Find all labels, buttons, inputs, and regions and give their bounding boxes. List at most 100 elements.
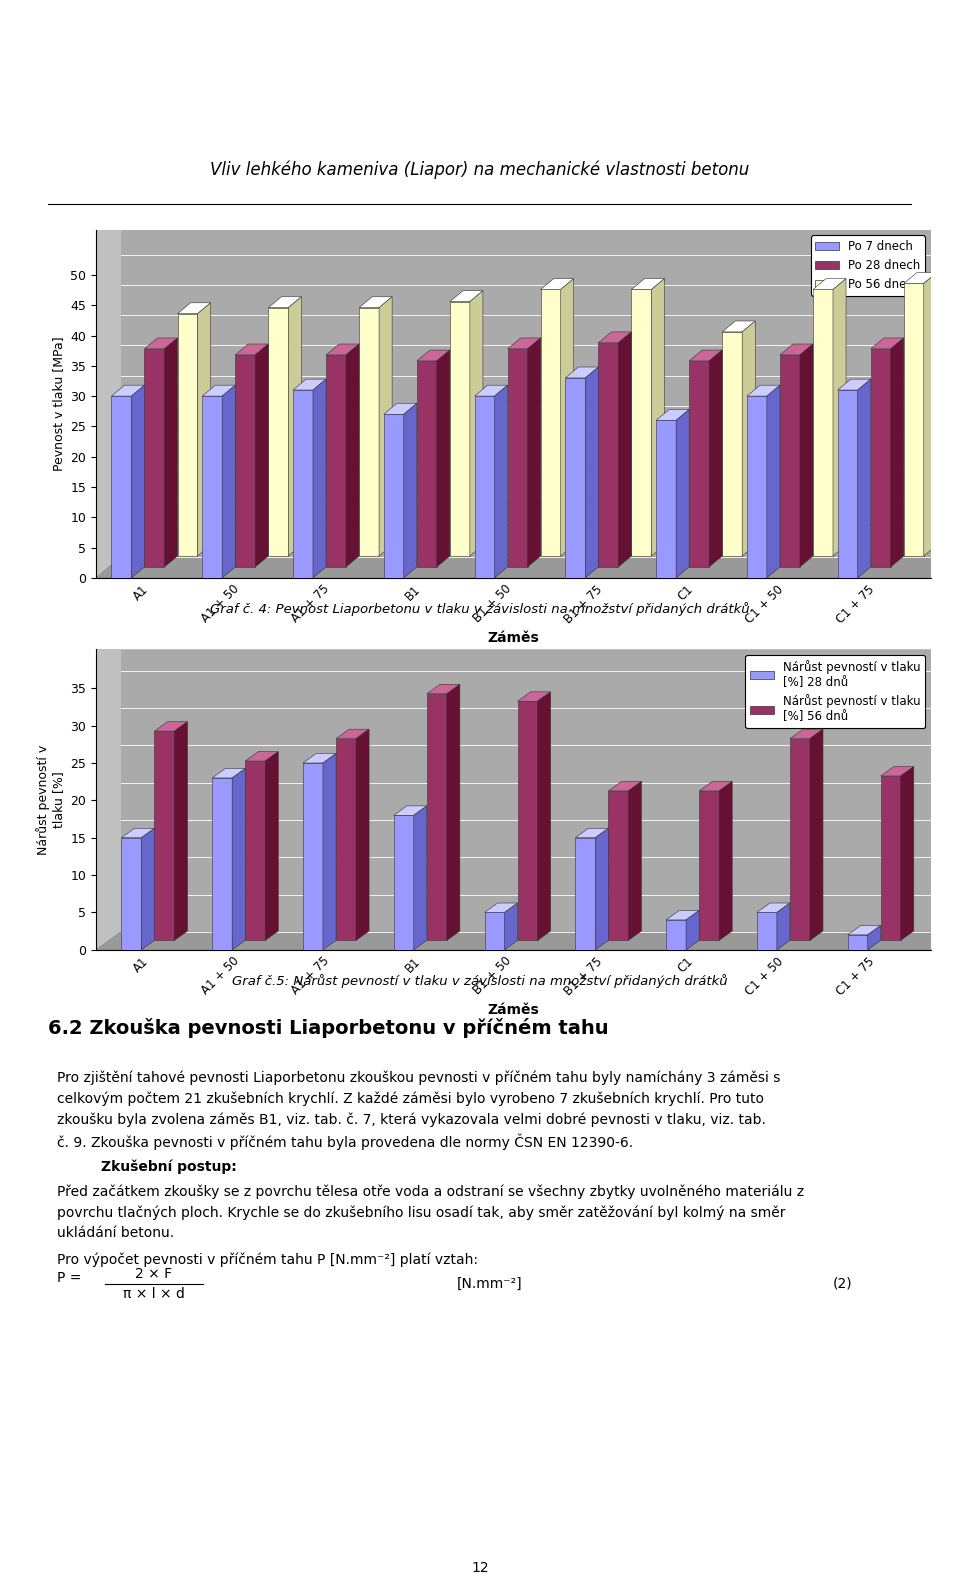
Polygon shape [780,344,813,355]
Polygon shape [303,754,336,763]
Bar [689,361,709,567]
Polygon shape [719,782,732,940]
Polygon shape [359,296,392,307]
Text: ukládání betonu.: ukládání betonu. [57,1227,174,1239]
Bar [575,837,595,950]
Bar [609,792,629,940]
Polygon shape [212,768,245,777]
Polygon shape [293,380,326,389]
Bar [303,763,323,950]
Bar [336,739,356,940]
Polygon shape [699,782,732,792]
Polygon shape [96,557,956,578]
Bar [722,332,742,556]
Bar [903,283,924,556]
Polygon shape [404,404,417,578]
Polygon shape [618,332,632,567]
Text: P =: P = [57,1271,82,1285]
Bar [666,920,686,950]
Polygon shape [450,291,483,302]
Polygon shape [203,385,235,396]
Text: 2 × F: 2 × F [135,1266,173,1281]
Polygon shape [561,279,574,556]
Bar [450,302,469,556]
Bar [155,731,175,940]
Text: 12: 12 [471,1561,489,1575]
Polygon shape [427,684,460,693]
Polygon shape [494,385,508,578]
Polygon shape [800,344,813,567]
Polygon shape [198,302,210,556]
Polygon shape [813,279,846,290]
Polygon shape [313,380,326,578]
Bar [178,313,198,556]
Bar [871,348,891,567]
Polygon shape [346,344,359,567]
Polygon shape [235,344,268,355]
Polygon shape [141,828,155,950]
Polygon shape [164,337,178,567]
Y-axis label: Nárůst pevností v
tlaku [%]: Nárůst pevností v tlaku [%] [36,744,65,855]
Polygon shape [652,279,664,556]
Polygon shape [222,385,235,578]
Bar [417,361,437,567]
Bar [540,290,561,556]
Bar [656,421,676,578]
Bar [565,378,586,578]
Polygon shape [756,902,790,912]
Polygon shape [767,385,780,578]
Text: [N.mm⁻²]: [N.mm⁻²] [457,1277,522,1290]
Polygon shape [540,279,574,290]
Polygon shape [777,902,790,950]
Polygon shape [336,730,369,739]
Legend: Nárůst pevností v tlaku
[%] 28 dnů, Nárůst pevností v tlaku
[%] 56 dnů: Nárůst pevností v tlaku [%] 28 dnů, Nárů… [745,655,925,728]
Polygon shape [903,272,937,283]
Polygon shape [538,692,551,940]
Text: (2): (2) [833,1277,852,1290]
Polygon shape [871,337,903,348]
Bar [427,693,446,940]
Bar [790,739,810,940]
Polygon shape [629,782,641,940]
Polygon shape [676,410,689,578]
Text: 6.2 Zkouška pevnosti Liaporbetonu v příčném tahu: 6.2 Zkouška pevnosti Liaporbetonu v příč… [48,1018,609,1038]
Polygon shape [517,692,551,701]
Bar [517,701,538,940]
Bar [632,290,652,556]
Text: Graf č. 4: Pevnost Liaporbetonu v tlaku v závislosti na množství přidaných drátk: Graf č. 4: Pevnost Liaporbetonu v tlaku … [210,603,750,616]
Text: Zkušební postup:: Zkušební postup: [101,1159,237,1175]
Polygon shape [508,337,540,348]
Polygon shape [175,722,187,940]
Bar [756,912,777,950]
Polygon shape [722,321,756,332]
Polygon shape [121,828,155,837]
Bar [111,396,132,578]
Bar [144,348,164,567]
Bar [121,837,141,950]
Text: Pro výpočet pevnosti v příčném tahu P [N.mm⁻²] platí vztah:: Pro výpočet pevnosti v příčném tahu P [N… [57,1252,478,1266]
Polygon shape [111,385,144,396]
Polygon shape [379,296,392,556]
Polygon shape [666,910,699,920]
Polygon shape [245,752,278,761]
Text: celkovým počtem 21 zkušebních krychlí. Z každé záměsi bylo vyrobeno 7 zkušebních: celkovým počtem 21 zkušebních krychlí. Z… [57,1092,764,1107]
Bar [359,307,379,556]
Polygon shape [326,344,359,355]
Polygon shape [575,828,609,837]
Polygon shape [880,766,914,776]
Bar [508,348,528,567]
Polygon shape [586,367,598,578]
Polygon shape [810,730,823,940]
Text: Před začátkem zkoušky se z povrchu tělesa otře voda a odstraní se všechny zbytky: Před začátkem zkoušky se z povrchu těles… [57,1184,804,1198]
Polygon shape [686,910,699,950]
Text: Graf č.5: Nárůst pevností v tlaku v závislosti na množství přidaných drátků: Graf č.5: Nárůst pevností v tlaku v závi… [232,975,728,988]
Polygon shape [709,350,722,567]
Polygon shape [417,350,450,361]
Polygon shape [144,337,178,348]
Y-axis label: Pevnost v tlaku [MPa]: Pevnost v tlaku [MPa] [52,336,64,472]
Polygon shape [924,272,937,556]
Bar [747,396,767,578]
Text: č. 9. Zkouška pevnosti v příčném tahu byla provedena dle normy ČSN EN 12390-6.: č. 9. Zkouška pevnosti v příčném tahu by… [57,1133,633,1149]
Bar [326,355,346,567]
Text: povrchu tlačných ploch. Krychle se do zkušebního lisu osadí tak, aby směr zatěžo: povrchu tlačných ploch. Krychle se do zk… [57,1205,785,1220]
